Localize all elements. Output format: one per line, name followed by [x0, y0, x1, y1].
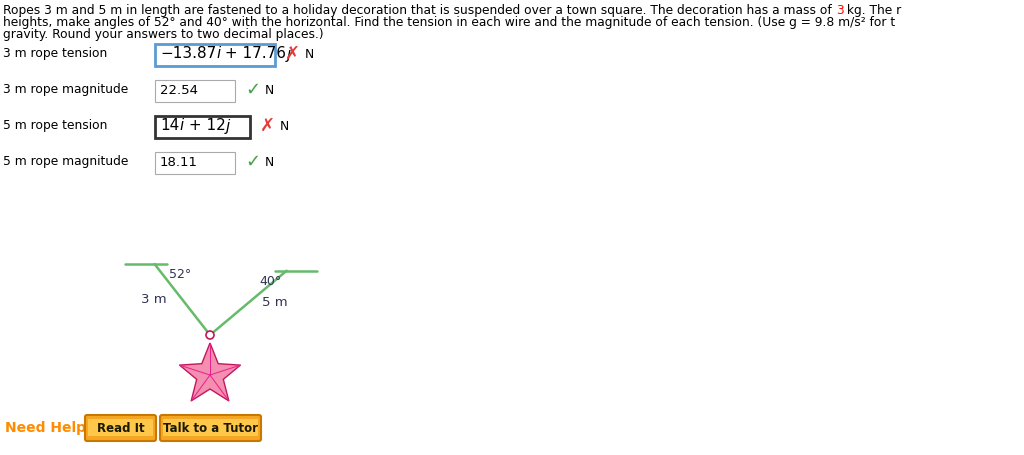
FancyBboxPatch shape — [85, 415, 156, 441]
Circle shape — [206, 331, 214, 339]
Text: 5 m rope tension: 5 m rope tension — [3, 120, 108, 132]
Text: 5 m: 5 m — [262, 296, 288, 309]
Polygon shape — [179, 343, 241, 401]
FancyBboxPatch shape — [163, 419, 258, 436]
FancyBboxPatch shape — [88, 419, 153, 436]
Text: 52°: 52° — [169, 268, 190, 281]
Text: 5 m rope magnitude: 5 m rope magnitude — [3, 156, 128, 168]
Text: ✓: ✓ — [245, 153, 260, 171]
Text: 14: 14 — [160, 118, 179, 133]
Text: −13.87: −13.87 — [160, 46, 216, 61]
Bar — [155, 44, 275, 66]
Text: Need Help?: Need Help? — [5, 421, 94, 435]
Text: 3 m rope tension: 3 m rope tension — [3, 47, 108, 61]
Text: + 12: + 12 — [183, 118, 225, 133]
Text: ✓: ✓ — [245, 81, 260, 99]
Text: Read It: Read It — [96, 421, 144, 435]
Bar — [155, 116, 250, 138]
Text: N: N — [265, 156, 274, 168]
Bar — [155, 152, 234, 174]
Text: Ropes 3 m and 5 m in length are fastened to a holiday decoration that is suspend: Ropes 3 m and 5 m in length are fastened… — [3, 4, 836, 17]
Text: kg. The r: kg. The r — [844, 4, 901, 17]
Text: ✗: ✗ — [260, 117, 275, 135]
Text: i: i — [216, 46, 220, 61]
Text: j: j — [287, 46, 291, 61]
Text: 3 m rope magnitude: 3 m rope magnitude — [3, 84, 128, 96]
Text: N: N — [265, 84, 274, 96]
Text: 3 m: 3 m — [140, 293, 166, 306]
Text: gravity. Round your answers to two decimal places.): gravity. Round your answers to two decim… — [3, 28, 324, 41]
Text: ✗: ✗ — [285, 45, 300, 63]
Text: 3: 3 — [836, 4, 844, 17]
FancyBboxPatch shape — [160, 415, 261, 441]
Text: Talk to a Tutor: Talk to a Tutor — [163, 421, 258, 435]
Text: + 17.76: + 17.76 — [220, 46, 287, 61]
Text: N: N — [305, 47, 314, 61]
Bar — [155, 80, 234, 102]
Text: 22.54: 22.54 — [160, 84, 198, 96]
Text: N: N — [280, 120, 289, 132]
Text: 40°: 40° — [259, 275, 282, 288]
Text: 18.11: 18.11 — [160, 156, 198, 168]
Text: j: j — [225, 118, 229, 133]
Text: heights, make angles of 52° and 40° with the horizontal. Find the tension in eac: heights, make angles of 52° and 40° with… — [3, 16, 895, 29]
Text: i: i — [179, 118, 183, 133]
